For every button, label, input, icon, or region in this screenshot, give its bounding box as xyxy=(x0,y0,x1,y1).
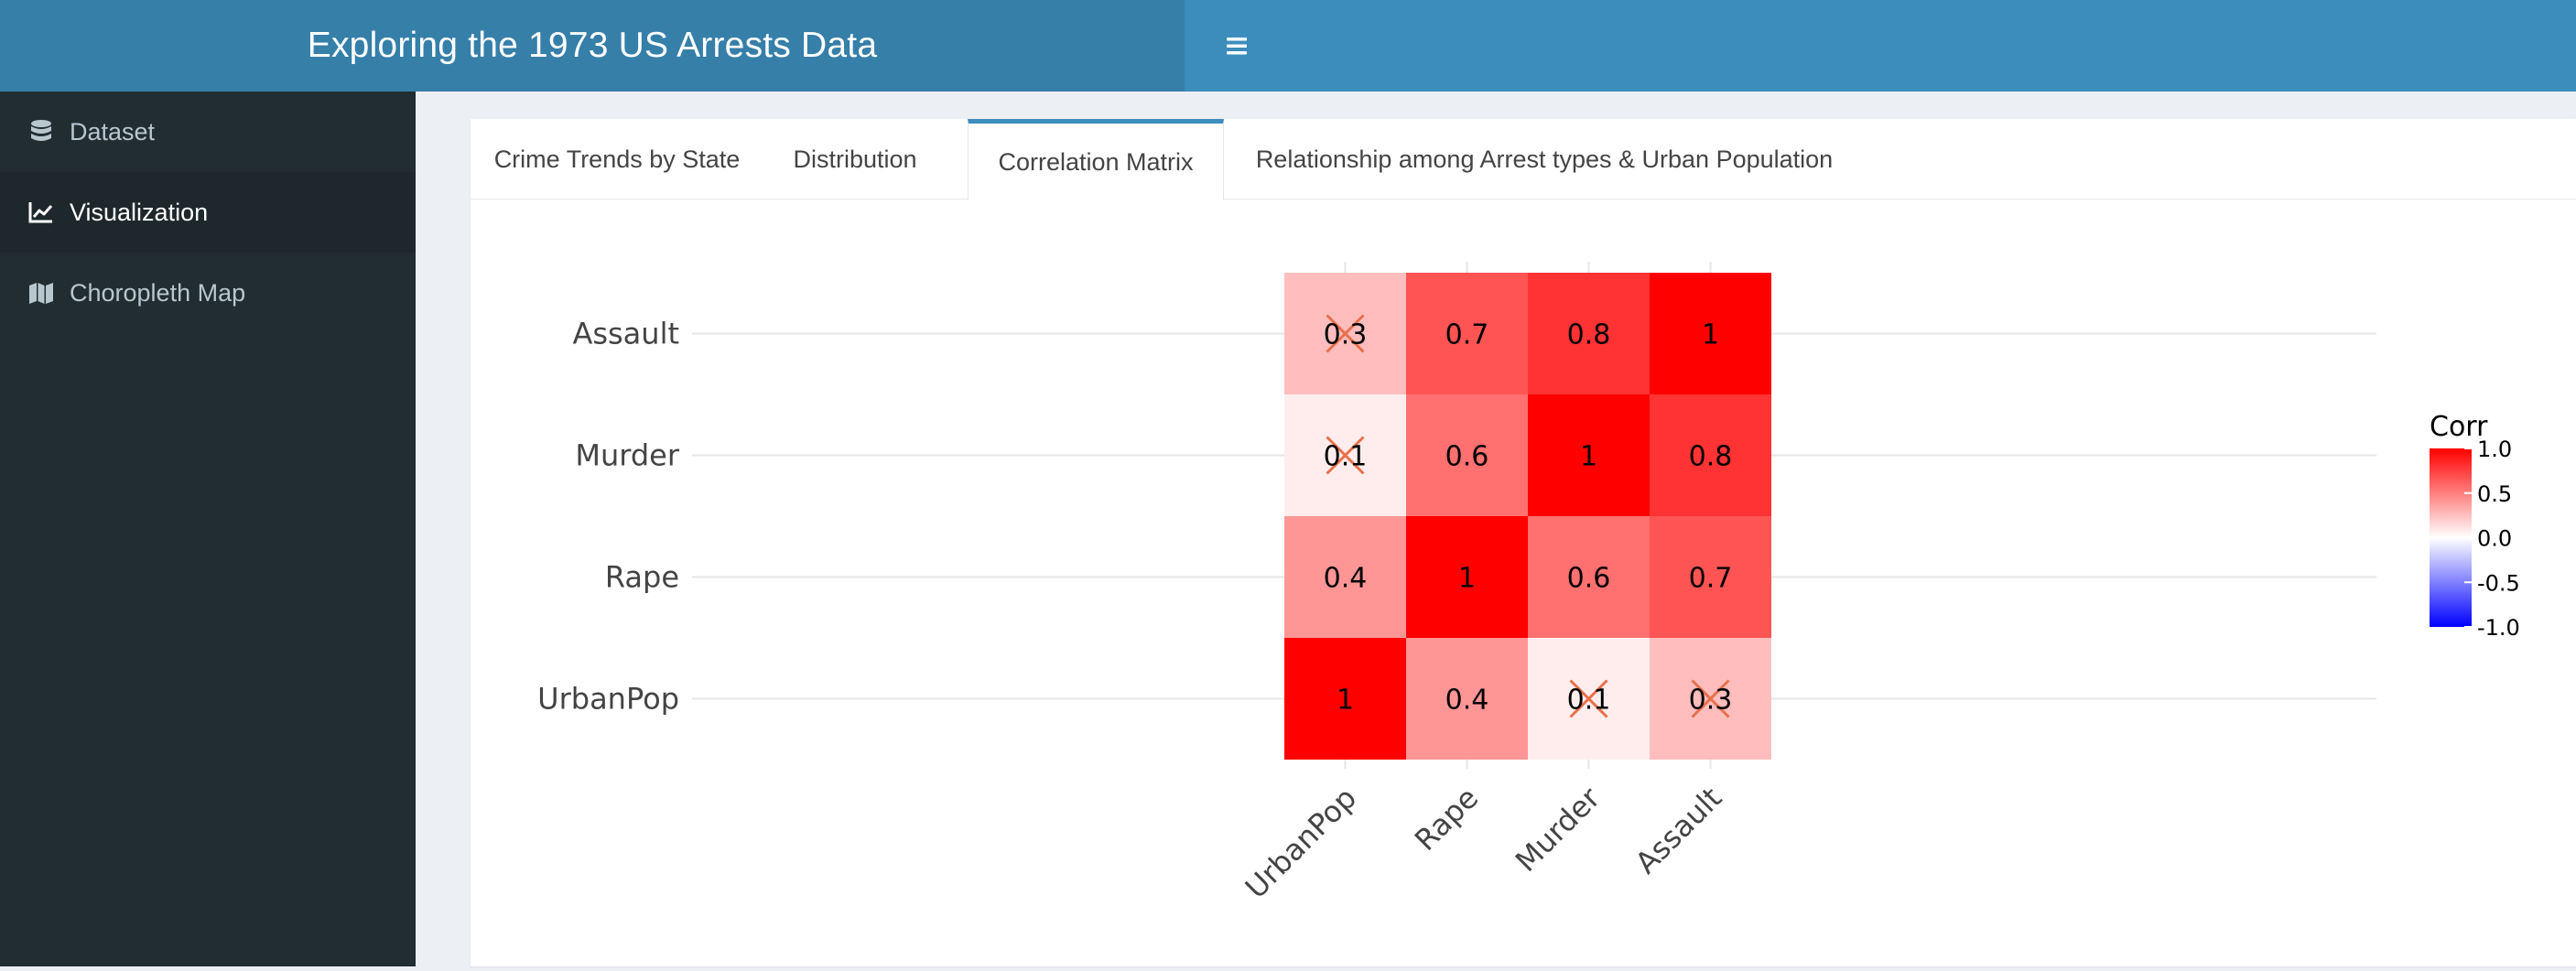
sidebar-item-visualization[interactable]: Visualization xyxy=(0,172,416,253)
insignificant-cross-mark xyxy=(1691,679,1730,718)
cell-value-label: 0.6 xyxy=(1445,441,1489,473)
tab-label: Crime Trends by State xyxy=(493,145,741,173)
tab-label: Relationship among Arrest types & Urban … xyxy=(1255,145,1834,173)
y-tick-label: UrbanPop xyxy=(537,682,679,717)
insignificant-cross-mark xyxy=(1326,314,1365,353)
legend-tick-label: -1.0 xyxy=(2477,615,2520,641)
legend-title: Corr xyxy=(2430,411,2488,443)
tab-correlation-matrix[interactable]: Correlation Matrix xyxy=(968,119,1224,200)
app-header: Exploring the 1973 US Arrests Data xyxy=(0,0,2576,92)
tab-distribution[interactable]: Distribution xyxy=(763,119,947,200)
header-brand: Exploring the 1973 US Arrests Data xyxy=(0,0,1185,92)
heatmap-cell xyxy=(1284,638,1406,760)
cell-value-label: 0.3 xyxy=(1689,685,1733,717)
x-tick-label: Murder xyxy=(1509,780,1607,879)
cell-value-label: 0.4 xyxy=(1324,563,1368,595)
heatmap-cell xyxy=(1284,516,1406,638)
hamburger-menu-icon xyxy=(1227,38,1247,55)
heatmap-cell xyxy=(1406,516,1528,638)
sidebar-toggle-button[interactable] xyxy=(1212,27,1263,64)
heatmap-cell xyxy=(1650,394,1771,516)
map-icon xyxy=(27,279,55,307)
header-navbar xyxy=(1185,0,2576,92)
tab-label: Correlation Matrix xyxy=(998,147,1194,176)
y-tick-label: Murder xyxy=(575,438,679,473)
legend-tick-label: -0.5 xyxy=(2477,570,2520,596)
legend-tick-label: 0.5 xyxy=(2477,481,2512,507)
cell-value-label: 1 xyxy=(1580,441,1597,473)
correlation-chart-area: 0.3 0.7 0.8 1 0.1 0.6 1 0.8 0.4 1 0.6 0.7 1 0.4 0.1 0.3… xyxy=(471,200,2576,966)
sidebar-item-label: Visualization xyxy=(70,198,209,226)
app-title: Exploring the 1973 US Arrests Data xyxy=(307,26,878,65)
cell-value-label: 1 xyxy=(1337,685,1354,717)
heatmap-cell xyxy=(1528,273,1650,394)
x-tick-label: UrbanPop xyxy=(1239,781,1363,905)
y-tick-label: Rape xyxy=(605,560,679,595)
database-icon xyxy=(27,118,55,146)
cell-value-label: 0.7 xyxy=(1689,563,1733,595)
heatmap-cell xyxy=(1406,638,1528,760)
line-chart-icon xyxy=(27,199,55,226)
x-tick-label: Rape xyxy=(1408,781,1485,858)
tab-relationship-arrest-types-urban-pop[interactable]: Relationship among Arrest types & Urban … xyxy=(1224,119,1865,200)
sidebar-item-dataset[interactable]: Dataset xyxy=(0,92,416,172)
cell-value-label: 0.3 xyxy=(1324,319,1368,351)
sidebar-item-choropleth-map[interactable]: Choropleth Map xyxy=(0,253,416,333)
cell-value-label: 0.8 xyxy=(1689,441,1733,473)
cell-value-label: 0.1 xyxy=(1324,441,1368,473)
heatmap-cell xyxy=(1406,273,1528,394)
insignificant-cross-mark xyxy=(1569,679,1608,718)
sidebar-item-label: Dataset xyxy=(70,117,156,146)
x-tick-label: Assault xyxy=(1629,781,1728,880)
cell-value-label: 0.4 xyxy=(1445,685,1489,717)
cell-value-label: 0.8 xyxy=(1567,319,1611,351)
tab-label: Distribution xyxy=(793,145,917,173)
legend-tick-label: 1.0 xyxy=(2477,437,2512,462)
cell-value-label: 0.1 xyxy=(1567,685,1611,717)
sidebar-item-label: Choropleth Map xyxy=(70,278,246,307)
heatmap-cell xyxy=(1528,516,1650,638)
main-content: Crime Trends by State Distribution Corre… xyxy=(416,92,2576,966)
heatmap-cell xyxy=(1406,394,1528,516)
heatmap-cell xyxy=(1650,273,1771,394)
cell-value-label: 1 xyxy=(1458,563,1476,595)
cell-value-label: 1 xyxy=(1702,319,1719,351)
cell-value-label: 0.7 xyxy=(1445,319,1489,351)
tab-box: Crime Trends by State Distribution Corre… xyxy=(471,119,2576,966)
correlation-heatmap: 0.3 0.7 0.8 1 0.1 0.6 1 0.8 0.4 1 0.6 0.7 1 0.4 0.1 0.3… xyxy=(537,262,2520,905)
legend-tick-label: 0.0 xyxy=(2477,526,2512,552)
tab-crime-trends-by-state[interactable]: Crime Trends by State xyxy=(471,119,763,200)
y-tick-label: Assault xyxy=(572,317,679,351)
tab-bar: Crime Trends by State Distribution Corre… xyxy=(471,119,2576,200)
sidebar: Dataset Visualization Choropleth Map xyxy=(0,92,416,966)
cell-value-label: 0.6 xyxy=(1567,563,1611,595)
heatmap-cell xyxy=(1650,516,1771,638)
insignificant-cross-mark xyxy=(1326,436,1365,475)
heatmap-cell xyxy=(1528,394,1650,516)
